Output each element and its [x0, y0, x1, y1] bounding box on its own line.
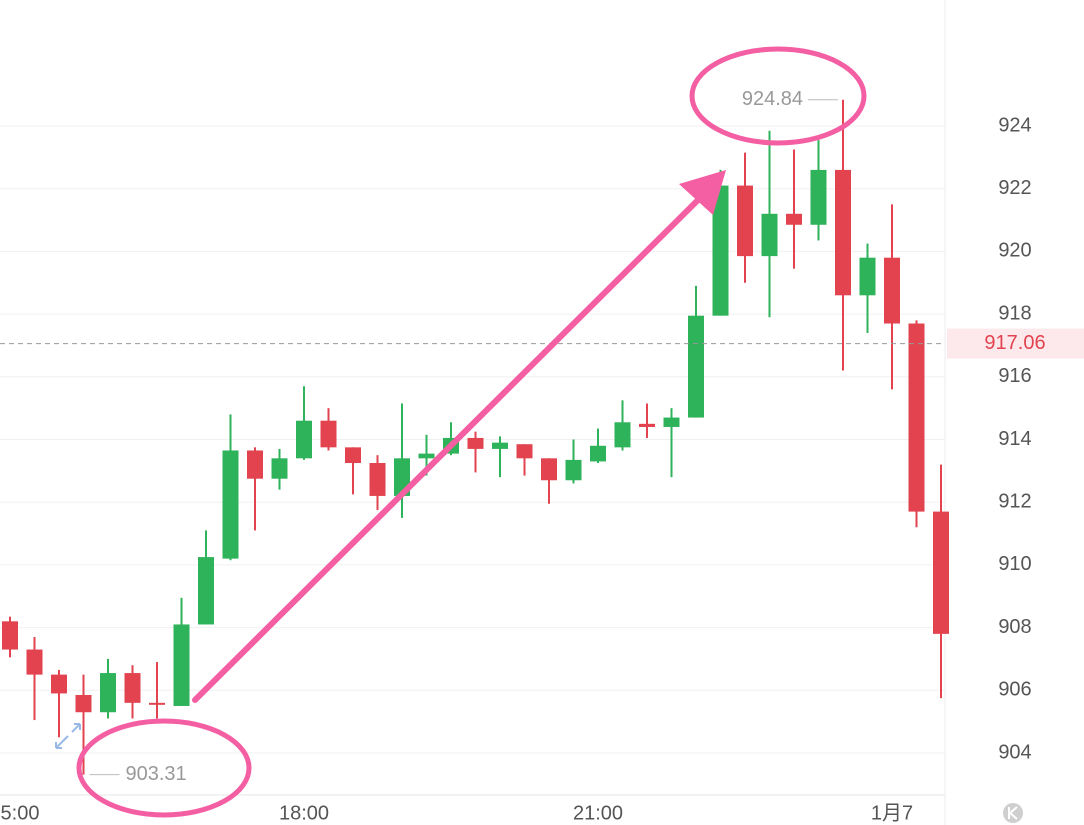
- y-tick-label: 922: [998, 177, 1031, 199]
- candle-body: [614, 422, 631, 448]
- candle-body: [908, 323, 925, 512]
- candle-body: [369, 463, 386, 496]
- y-tick-label: 916: [998, 365, 1031, 387]
- grid: [0, 125, 945, 754]
- candle-body: [467, 437, 484, 449]
- candle-body: [26, 649, 43, 675]
- low-label: 903.31: [126, 763, 187, 785]
- y-tick-label: 908: [998, 616, 1031, 638]
- y-tick-label: 910: [998, 553, 1031, 575]
- candle-body: [345, 447, 361, 464]
- candle-body: [149, 702, 165, 705]
- candle-body: [786, 213, 802, 225]
- candle-body: [859, 257, 876, 296]
- candle-body: [198, 557, 214, 625]
- candle-body: [761, 213, 778, 257]
- candle-body: [688, 315, 704, 418]
- highlight-ellipse: [76, 718, 252, 818]
- x-tick-label: 5:00: [1, 802, 40, 824]
- candle-body: [418, 453, 435, 459]
- y-tick-label: 920: [998, 240, 1031, 262]
- candle-body: [933, 511, 949, 634]
- candle-body: [590, 445, 606, 462]
- high-label: 924.84: [742, 88, 803, 110]
- candle-body: [663, 417, 680, 427]
- candle-body: [247, 450, 263, 479]
- last-price-tag: [947, 328, 1084, 359]
- candle-body: [516, 444, 533, 459]
- candle-body: [639, 423, 655, 427]
- candle-body: [884, 257, 900, 324]
- candle-body: [810, 169, 827, 225]
- candle-body: [124, 673, 141, 703]
- trend-arrow: [192, 195, 703, 703]
- candle-body: [296, 420, 312, 459]
- y-tick-label: 918: [998, 302, 1031, 324]
- candle-body: [835, 169, 851, 296]
- expand-icon[interactable]: [55, 723, 81, 749]
- candle-body: [565, 459, 582, 481]
- y-tick-label: 912: [998, 490, 1031, 512]
- candle-body: [222, 450, 239, 559]
- candle-body: [75, 694, 92, 713]
- candle-body: [271, 458, 288, 479]
- candles: [2, 99, 949, 775]
- arrow-head: [679, 170, 726, 215]
- y-tick-label: 904: [998, 741, 1031, 763]
- overlay: 917.06 924.84 903.31: [0, 88, 1084, 785]
- highlight-ellipse: [689, 46, 867, 146]
- candle-body: [51, 674, 67, 694]
- candle-body: [2, 621, 18, 650]
- candle-body: [100, 673, 116, 713]
- x-tick-label: 18:00: [279, 802, 329, 824]
- candle-body: [492, 442, 508, 449]
- candle-body: [320, 420, 337, 448]
- y-tick-label: 914: [998, 428, 1031, 450]
- x-tick-label: 21:00: [573, 802, 623, 824]
- last-price-label: 917.06: [984, 332, 1045, 354]
- x-tick-label: 1月7: [871, 802, 913, 824]
- candle-body: [173, 624, 190, 706]
- k-button[interactable]: [1003, 803, 1023, 823]
- candle-body: [541, 458, 557, 481]
- candle-body: [737, 185, 753, 257]
- candle-body: [712, 185, 729, 316]
- y-tick-label: 924: [998, 114, 1031, 136]
- y-tick-label: 906: [998, 679, 1031, 701]
